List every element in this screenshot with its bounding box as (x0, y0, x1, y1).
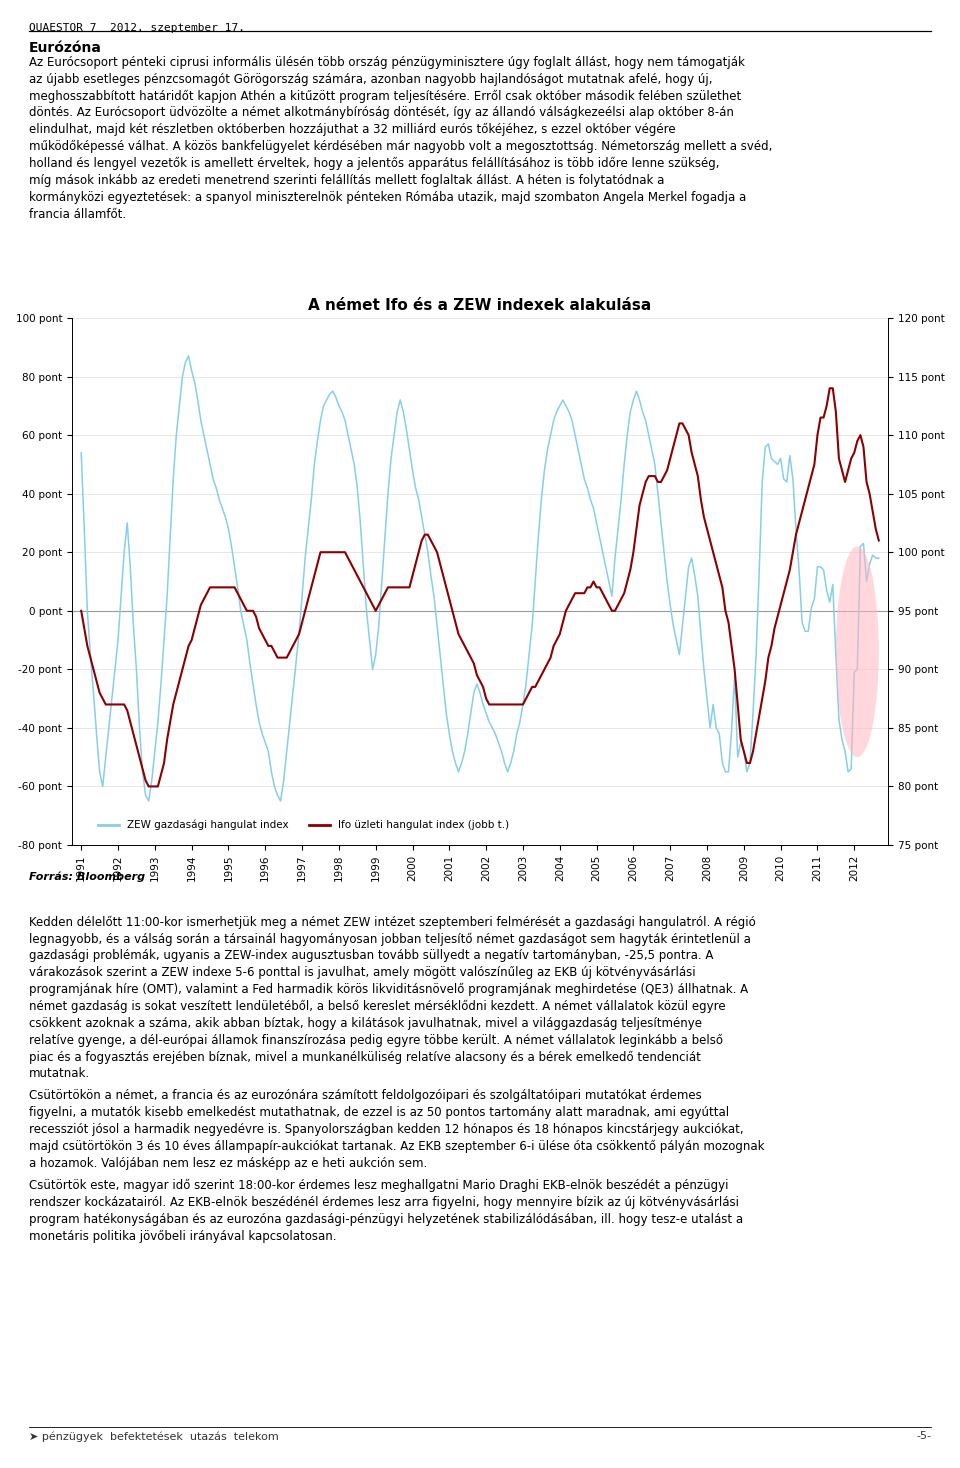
Text: francia államfőt.: francia államfőt. (29, 207, 126, 220)
Text: gazdasági problémák, ugyanis a ZEW-index augusztusban tovább süllyedt a negatív : gazdasági problémák, ugyanis a ZEW-index… (29, 950, 713, 962)
Text: ➤ pénzügyek  befektetések  utazás  telekom: ➤ pénzügyek befektetések utazás telekom (29, 1431, 278, 1442)
Legend: ZEW gazdasági hangulat index, Ifo üzleti hangulat index (jobb t.): ZEW gazdasági hangulat index, Ifo üzleti… (93, 816, 514, 834)
Text: csökkent azoknak a száma, akik abban bíztak, hogy a kilátások javulhatnak, mivel: csökkent azoknak a száma, akik abban bíz… (29, 1017, 702, 1029)
Text: mutatnak.: mutatnak. (29, 1067, 90, 1080)
Text: Eurózóna: Eurózóna (29, 41, 102, 56)
Text: várakozások szerint a ZEW indexe 5-6 ponttal is javulhat, amely mögött valószínű: várakozások szerint a ZEW indexe 5-6 pon… (29, 966, 695, 979)
Text: majd csütörtökön 3 és 10 éves állampapír-aukciókat tartanak. Az EKB szeptember 6: majd csütörtökön 3 és 10 éves állampapír… (29, 1141, 764, 1154)
Text: működőképessé válhat. A közös bankfelügyelet kérdésében már nagyobb volt a megos: működőképessé válhat. A közös bankfelügy… (29, 139, 772, 153)
Text: legnagyobb, és a válság során a társainál hagyományosan jobban teljesítő német g: legnagyobb, és a válság során a társainá… (29, 932, 751, 945)
Text: az újabb esetleges pénzcsomagót Görögország számára, azonban nagyobb hajlandóság: az újabb esetleges pénzcsomagót Görögors… (29, 72, 712, 85)
Text: Csütörtökön a német, a francia és az eurozónára számított feldolgozóipari és szo: Csütörtökön a német, a francia és az eur… (29, 1089, 702, 1102)
Text: Kedden délelőtt 11:00-kor ismerhetjük meg a német ZEW intézet szeptemberi felmér: Kedden délelőtt 11:00-kor ismerhetjük me… (29, 916, 756, 929)
Text: döntés. Az Eurócsoport üdvözölte a német alkotmánybíróság döntését, így az állan: döntés. Az Eurócsoport üdvözölte a német… (29, 106, 733, 119)
Text: piac és a fogyasztás erejében bíznak, mivel a munkanélküliség relatíve alacsony : piac és a fogyasztás erejében bíznak, mi… (29, 1051, 701, 1064)
Ellipse shape (836, 546, 878, 757)
Text: program hatékonyságában és az eurozóna gazdasági-pénzügyi helyzetének stabilizál: program hatékonyságában és az eurozóna g… (29, 1213, 743, 1226)
Text: relatíve gyenge, a dél-európai államok finanszírozása pedig egyre többe került. : relatíve gyenge, a dél-európai államok f… (29, 1033, 723, 1047)
Text: -5-: -5- (916, 1431, 931, 1442)
Text: Az Eurócsoport pénteki ciprusi informális ülésén több ország pénzügyminisztere ú: Az Eurócsoport pénteki ciprusi informáli… (29, 56, 745, 69)
Text: német gazdaság is sokat veszített lendületéből, a belső kereslet mérséklődni kez: német gazdaság is sokat veszített lendül… (29, 1000, 726, 1013)
Text: míg mások inkább az eredeti menetrend szerinti felállítás mellett foglaltak állá: míg mások inkább az eredeti menetrend sz… (29, 173, 664, 186)
Title: A német Ifo és a ZEW indexek alakulása: A német Ifo és a ZEW indexek alakulása (308, 298, 652, 313)
Text: rendszer kockázatairól. Az EKB-elnök beszédénél érdemes lesz arra figyelni, hogy: rendszer kockázatairól. Az EKB-elnök bes… (29, 1196, 739, 1208)
Text: Csütörtök este, magyar idő szerint 18:00-kor érdemes lesz meghallgatni Mario Dra: Csütörtök este, magyar idő szerint 18:00… (29, 1179, 729, 1192)
Text: monetáris politika jövőbeli irányával kapcsolatosan.: monetáris politika jövőbeli irányával ka… (29, 1230, 336, 1242)
Text: QUAESTOR 7  2012. szeptember 17.: QUAESTOR 7 2012. szeptember 17. (29, 23, 245, 34)
Text: kormányközi egyeztetések: a spanyol miniszterelnök pénteken Rómába utazik, majd : kormányközi egyeztetések: a spanyol mini… (29, 191, 746, 204)
Text: figyelni, a mutatók kisebb emelkedést mutathatnak, de ezzel is az 50 pontos tart: figyelni, a mutatók kisebb emelkedést mu… (29, 1107, 729, 1119)
Text: programjának híre (OMT), valamint a Fed harmadik körös likviditásnövelő programj: programjának híre (OMT), valamint a Fed … (29, 984, 748, 997)
Text: holland és lengyel vezetők is amellett érveltek, hogy a jelentős apparátus felál: holland és lengyel vezetők is amellett é… (29, 157, 719, 170)
Text: a hozamok. Valójában nem lesz ez másképp az e heti aukción sem.: a hozamok. Valójában nem lesz ez másképp… (29, 1157, 427, 1170)
Text: recessziót jósol a harmadik negyedévre is. Spanyolországban kedden 12 hónapos és: recessziót jósol a harmadik negyedévre i… (29, 1123, 743, 1136)
Text: Forrás: Bloomberg: Forrás: Bloomberg (29, 872, 145, 882)
Text: meghosszabbított határidőt kapjon Athén a kitűzött program teljesítésére. Erről : meghosszabbított határidőt kapjon Athén … (29, 90, 741, 103)
Text: elindulhat, majd két részletben októberben hozzájuthat a 32 milliárd eurós tőkéj: elindulhat, majd két részletben októberb… (29, 123, 676, 137)
